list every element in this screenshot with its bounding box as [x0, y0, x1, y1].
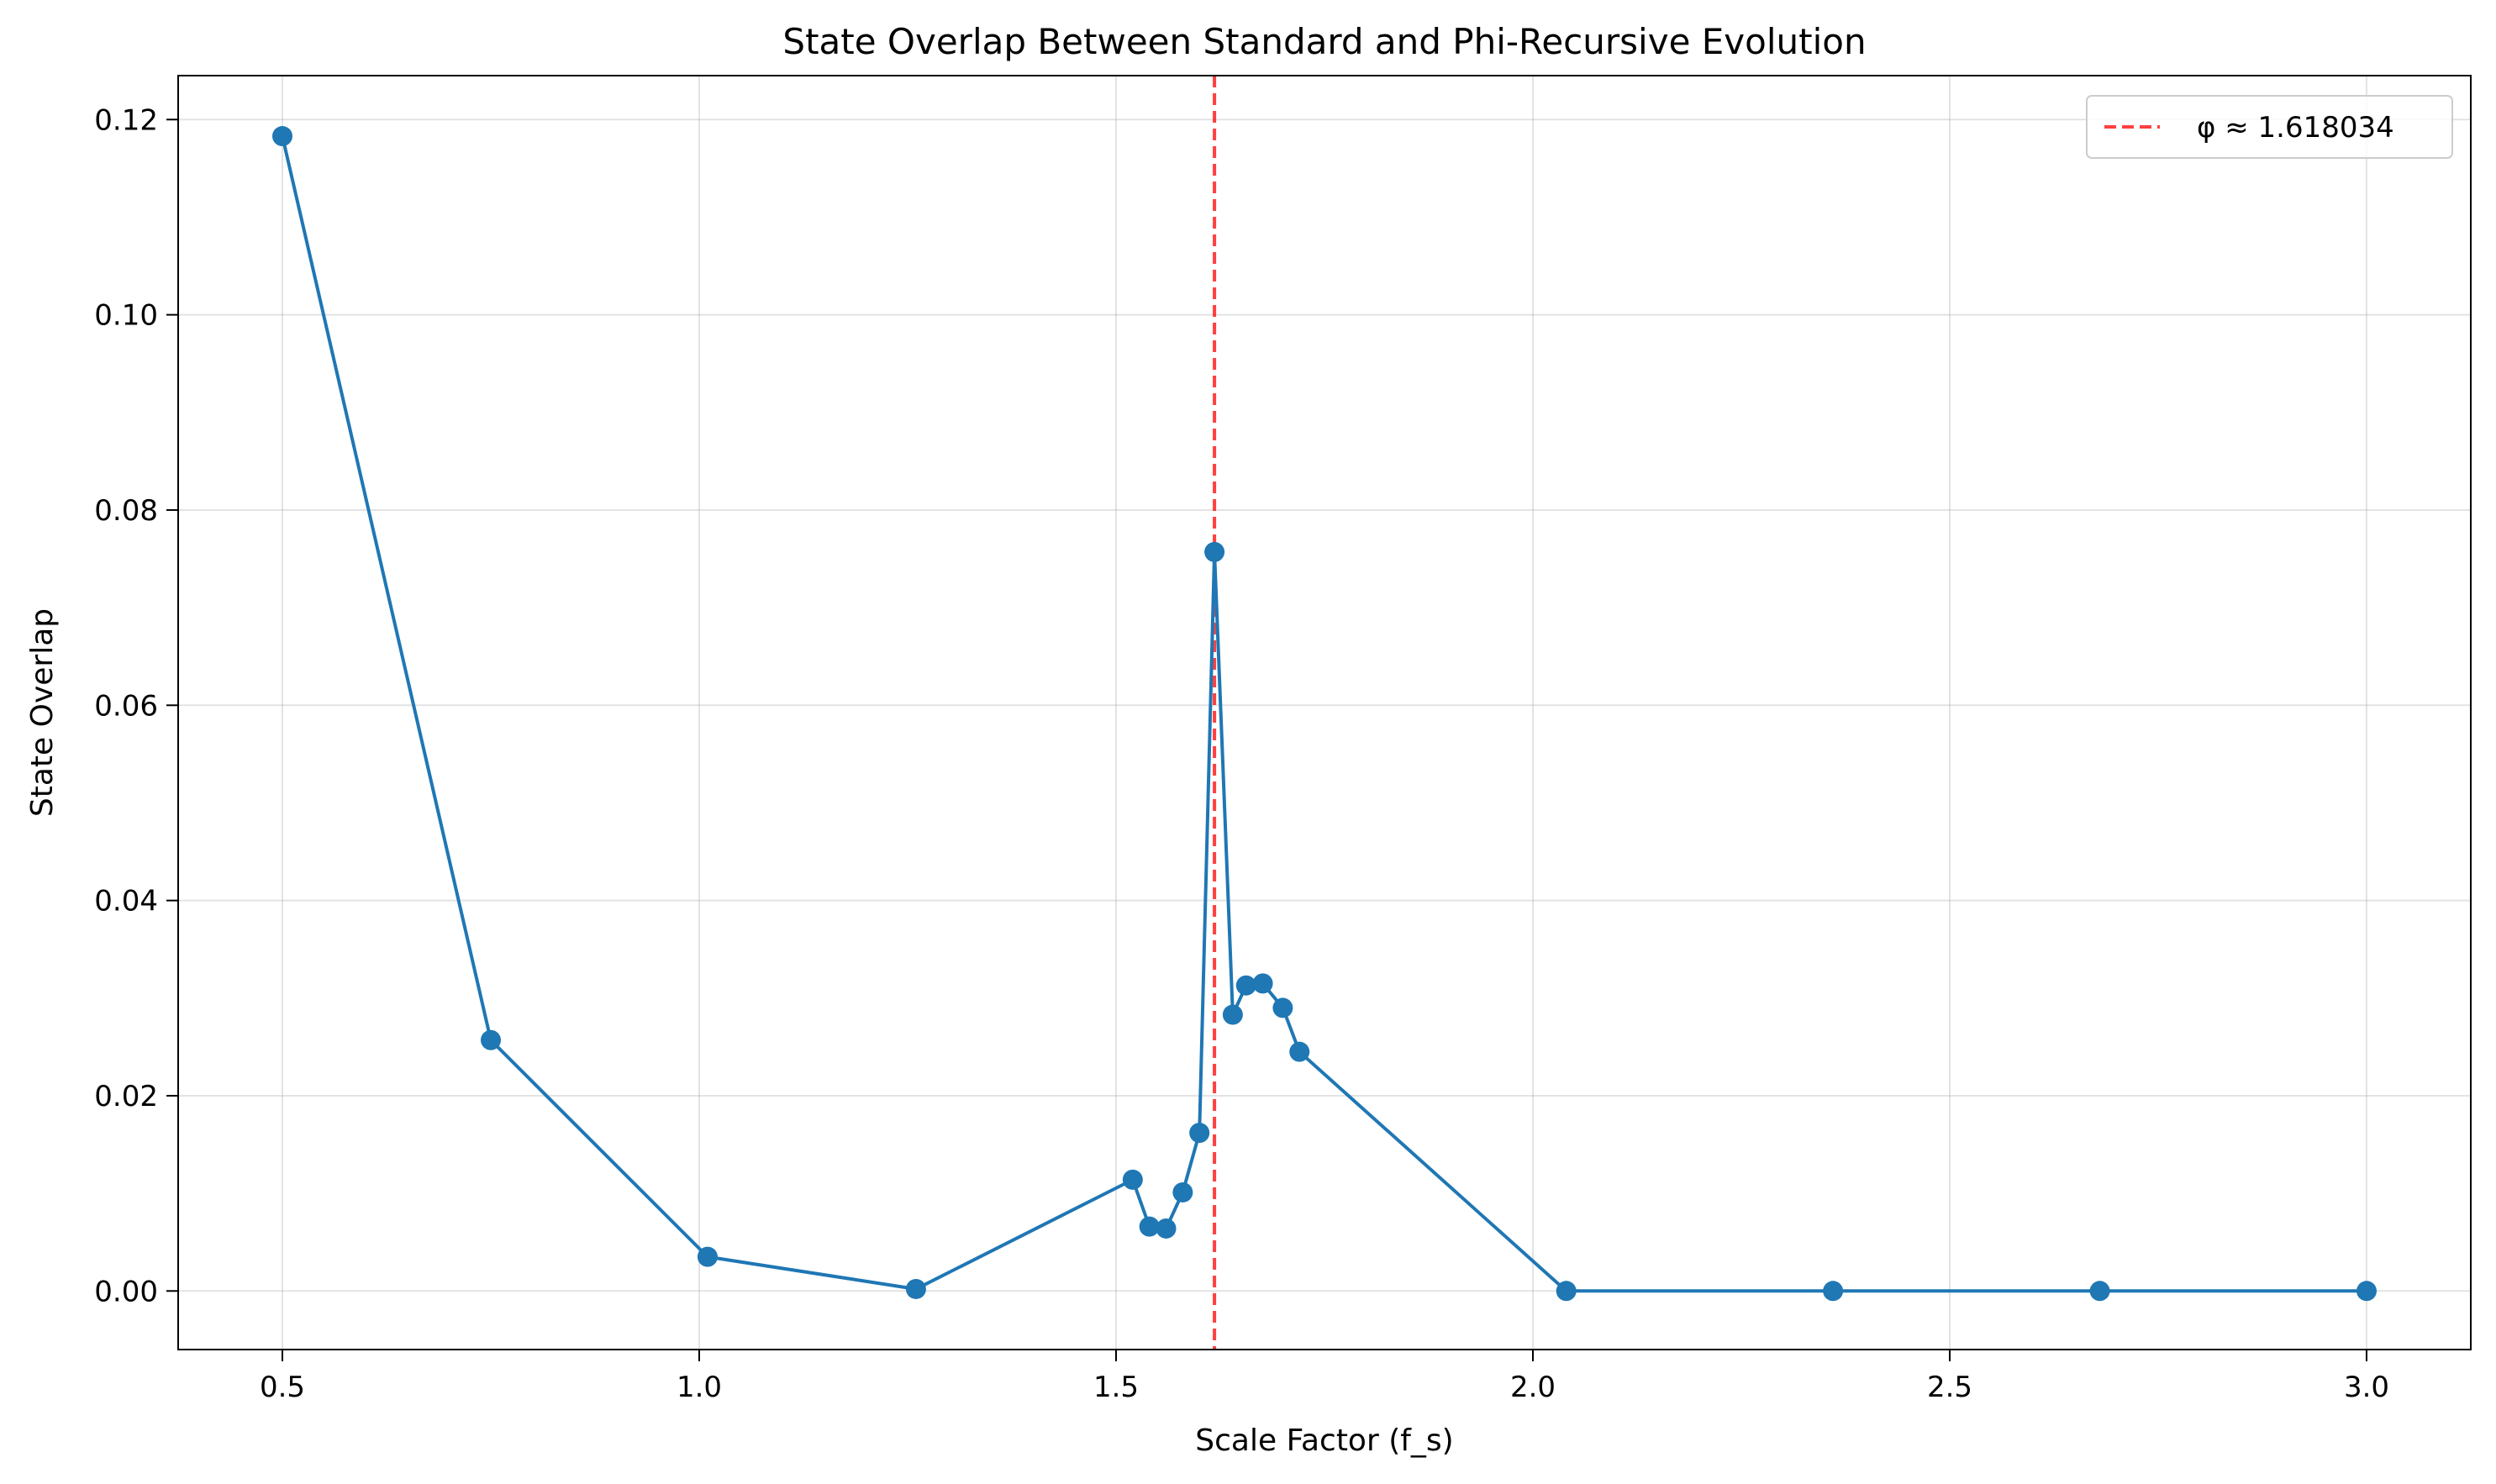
plot-frame [177, 75, 2472, 1350]
y-tick-label: 0.00 [94, 1275, 158, 1308]
x-tick-label: 3.0 [2344, 1371, 2389, 1404]
x-tick-label: 2.5 [1927, 1371, 1972, 1404]
series-group [272, 126, 2377, 1302]
y-tick-label: 0.06 [94, 689, 158, 723]
x-tick-label: 1.5 [1093, 1371, 1139, 1404]
x-axis: 0.5 1.0 1.5 2.0 2.5 3.0 [260, 1350, 2389, 1404]
data-point [1222, 1004, 1243, 1025]
x-tick-label: 0.5 [260, 1371, 305, 1404]
legend-label: φ ≈ 1.618034 [2197, 111, 2394, 145]
data-point [1289, 1041, 1310, 1062]
y-tick-label: 0.02 [94, 1080, 158, 1113]
data-point [1122, 1169, 1143, 1190]
data-point [1189, 1123, 1210, 1144]
chart-title: State Overlap Between Standard and Phi-R… [782, 21, 1866, 62]
data-point [1156, 1218, 1177, 1239]
data-point [1556, 1281, 1577, 1302]
x-tick-label: 2.0 [1510, 1371, 1556, 1404]
data-point [1204, 541, 1225, 562]
data-point [481, 1029, 501, 1050]
data-point [697, 1246, 718, 1267]
data-point [905, 1278, 926, 1299]
data-point [2356, 1281, 2377, 1302]
data-point [1235, 975, 1256, 996]
data-point [272, 126, 292, 147]
data-point [1272, 997, 1293, 1018]
x-axis-label: Scale Factor (f_s) [1195, 1423, 1453, 1458]
y-axis-label: State Overlap [25, 608, 60, 817]
data-point [1172, 1181, 1193, 1202]
legend-box [2086, 95, 2453, 159]
y-tick-label: 0.10 [94, 299, 158, 333]
legend: φ ≈ 1.618034 [2086, 95, 2453, 159]
data-point [1252, 973, 1273, 994]
y-axis: 0.00 0.02 0.04 0.06 0.08 0.10 0.12 [94, 103, 178, 1308]
data-point [2089, 1281, 2110, 1302]
y-tick-label: 0.12 [94, 103, 158, 137]
y-tick-label: 0.04 [94, 885, 158, 918]
y-tick-label: 0.08 [94, 494, 158, 528]
data-point [1139, 1216, 1160, 1237]
data-point [1823, 1281, 1844, 1302]
x-tick-label: 1.0 [677, 1371, 722, 1404]
